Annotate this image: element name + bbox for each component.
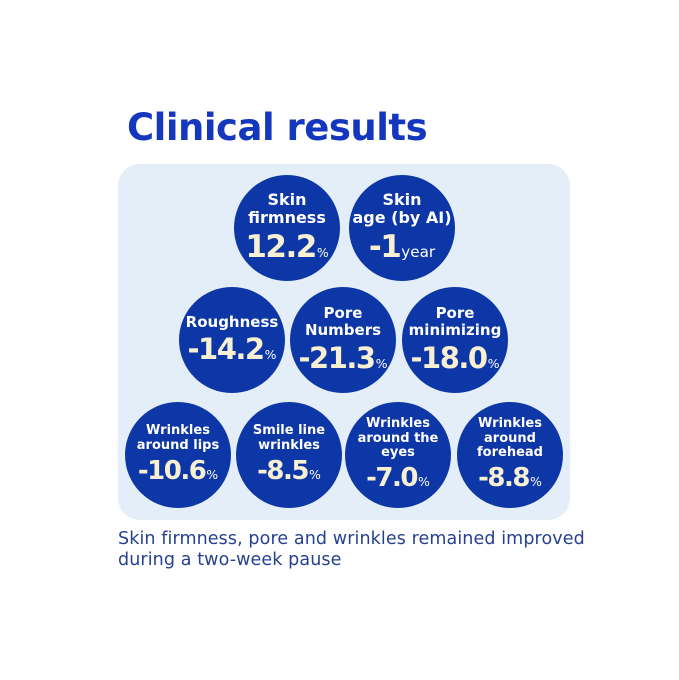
stat-bubble-pore-minimizing: Pore minimizing -18.0 % (402, 287, 508, 393)
stat-unit: % (264, 347, 277, 363)
stat-bubble-wrinkles-eyes: Wrinkles around the eyes -7.0 % (345, 402, 451, 508)
stat-number: -8.8 (478, 462, 530, 493)
stat-label: Smile line wrinkles (252, 423, 326, 453)
stat-label: Wrinkles around lips (136, 423, 220, 453)
stat-bubble-wrinkles-lips: Wrinkles around lips -10.6 % (125, 402, 231, 508)
stat-label: Skin firmness (248, 190, 326, 227)
stat-value: -18.0 % (411, 341, 500, 375)
stat-bubble-smile-line: Smile line wrinkles -8.5 % (236, 402, 342, 508)
stat-number: -1 (368, 228, 402, 265)
stat-unit: % (309, 466, 321, 482)
stat-value: -7.0 % (366, 463, 430, 493)
stat-value: -8.5 % (257, 456, 321, 486)
page-title: Clinical results (127, 106, 428, 149)
stat-label: Pore minimizing (408, 304, 502, 339)
stat-bubble-skin-firmness: Skin firmness 12.2 % (234, 175, 340, 281)
stat-unit: % (375, 355, 388, 371)
stat-value: 12.2 % (245, 229, 328, 265)
stat-bubble-pore-numbers: Pore Numbers -21.3 % (290, 287, 396, 393)
stat-unit: % (487, 355, 500, 371)
stat-unit: % (530, 473, 542, 489)
stat-number: -14.2 (187, 332, 266, 367)
stat-value: -21.3 % (299, 341, 388, 375)
stat-unit: % (418, 473, 430, 489)
stat-label: Skin age (by AI) (352, 190, 452, 227)
stat-number: -10.6 (137, 455, 207, 486)
stat-bubble-roughness: Roughness -14.2 % (179, 287, 285, 393)
stat-label: Pore Numbers (304, 304, 382, 339)
stat-value: -8.8 % (478, 463, 542, 493)
stat-label: Wrinkles around forehead (477, 416, 543, 461)
footnote: Skin firmness, pore and wrinkles remaine… (118, 529, 585, 571)
stat-number: -21.3 (298, 340, 377, 375)
stat-value: -1 year (369, 229, 435, 265)
stat-label: Wrinkles around the eyes (357, 416, 439, 461)
stat-bubble-skin-age: Skin age (by AI) -1 year (349, 175, 455, 281)
stat-number: 12.2 (245, 228, 317, 265)
stat-value: -14.2 % (188, 332, 277, 366)
stat-unit: % (206, 466, 219, 482)
results-panel: Skin firmness 12.2 % Skin age (by AI) -1… (118, 164, 570, 520)
stat-value: -10.6 % (138, 456, 218, 486)
stat-unit: % (316, 244, 329, 260)
stat-number: -18.0 (410, 340, 489, 375)
stat-number: -7.0 (366, 462, 418, 493)
stat-label: Roughness (185, 312, 279, 331)
stat-number: -8.5 (257, 455, 309, 486)
stat-unit: year (401, 242, 436, 261)
stat-bubble-wrinkles-forehead: Wrinkles around forehead -8.8 % (457, 402, 563, 508)
